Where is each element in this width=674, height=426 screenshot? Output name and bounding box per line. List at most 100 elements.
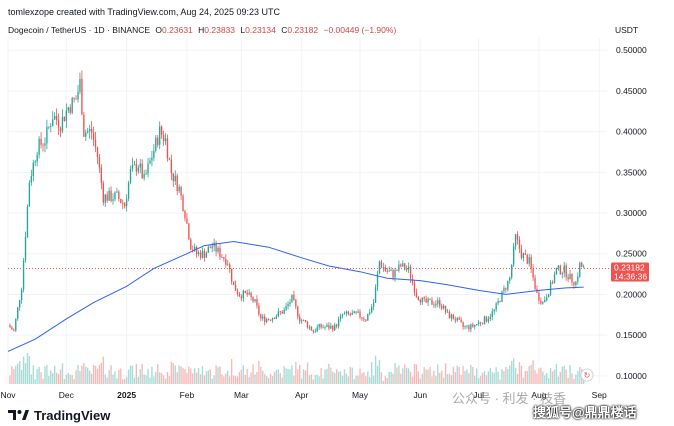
volume-bar (157, 364, 159, 384)
volume-bar (262, 370, 264, 384)
candle-body (489, 316, 491, 320)
candle-body (260, 314, 262, 319)
volume-bar (357, 375, 359, 384)
brand-footer: TradingView (8, 407, 111, 423)
candle-body (370, 306, 373, 313)
volume-bar (151, 366, 153, 384)
volume-bar (188, 366, 190, 384)
candle-body (569, 273, 571, 280)
candle-body (337, 319, 340, 327)
candle-body (581, 262, 583, 267)
time-axis[interactable]: Nov Dec 2025 Feb Mar Apr May Jun Jul Aug Sep (0, 390, 607, 400)
candle-body (417, 296, 420, 300)
candle-body (474, 324, 476, 327)
volume-bar (81, 365, 83, 384)
volume-bar (472, 366, 474, 384)
candle-body (262, 316, 264, 319)
volume-bar (299, 364, 301, 384)
volume-bar (314, 375, 316, 384)
candle-body (361, 317, 363, 319)
candle-body (476, 324, 478, 325)
candle-body (431, 299, 433, 305)
settings-gear-icon[interactable]: ↻ (580, 368, 594, 382)
volume-bar (106, 377, 108, 384)
volume-bar (285, 368, 287, 384)
candle-body (135, 163, 138, 172)
volume-bar (462, 366, 464, 384)
volume-bar (153, 376, 155, 384)
volume-bar (15, 365, 17, 384)
candle-body (433, 304, 435, 306)
volume-bar (563, 365, 565, 384)
candle-body (234, 284, 237, 291)
volume-bar (378, 360, 381, 384)
candle-body (246, 292, 248, 295)
chart-credit: tomlexzope created with TradingView.com,… (8, 7, 280, 17)
candle-body (238, 293, 241, 297)
volume-bar (244, 374, 246, 384)
candle-body (225, 259, 227, 265)
candle-body (561, 272, 563, 275)
candle-body (9, 325, 11, 328)
candle-body (104, 194, 106, 203)
volume-bar (166, 371, 169, 384)
volume-bar (551, 371, 554, 384)
volume-bar (411, 376, 414, 384)
volume-bar (110, 365, 112, 384)
price-axis[interactable]: 0.50000 0.45000 0.40000 0.35000 0.30000 0.250… (616, 45, 647, 381)
candle-body (71, 97, 73, 113)
x-tick-label: 2025 (117, 390, 136, 400)
candle-body (394, 269, 396, 278)
volume-bar (293, 375, 295, 384)
volume-bar (528, 365, 530, 384)
volume-bar (427, 369, 429, 384)
volume-bar (441, 370, 443, 384)
candle-body (24, 237, 27, 261)
candle-body (534, 277, 536, 289)
volume-bar (423, 367, 425, 384)
candle-body (194, 246, 196, 251)
candle-body (207, 247, 209, 253)
volume-bar (499, 379, 501, 384)
volume-bar (195, 372, 198, 384)
candle-body (264, 316, 266, 323)
candle-body (279, 311, 281, 313)
candle-body (229, 264, 231, 269)
candle-body (223, 257, 225, 260)
volume-bar (518, 362, 521, 384)
candle-body (563, 265, 565, 273)
candle-body (300, 320, 303, 322)
candle-body (127, 182, 130, 199)
volume-bar (147, 368, 149, 384)
tradingview-brand: TradingView (34, 407, 111, 423)
volume-bar (452, 366, 455, 384)
volume-bar (112, 374, 114, 384)
volume-bar (217, 367, 219, 384)
volume-bar (83, 363, 85, 384)
candle-body (11, 327, 13, 330)
candle-body (571, 273, 573, 283)
volume-bar (133, 377, 136, 384)
volume-bars (9, 352, 585, 384)
volume-bar (108, 370, 110, 384)
candle-body (444, 305, 447, 313)
volume-bar (213, 375, 215, 384)
candle-body (324, 326, 326, 328)
candle-body (372, 302, 375, 307)
volume-bar (271, 376, 274, 384)
volume-bar (304, 370, 307, 384)
volume-bar (509, 365, 511, 384)
volume-bar (219, 366, 221, 384)
candle-body (159, 126, 161, 145)
candle-body (240, 296, 243, 299)
volume-bar (520, 365, 523, 384)
volume-bar (122, 379, 124, 384)
candle-body (53, 115, 56, 120)
candle-body (141, 163, 143, 179)
candle-body (582, 266, 585, 268)
candle-body (92, 132, 95, 140)
candle-body (464, 326, 466, 327)
volume-bar (184, 369, 186, 384)
volume-bar (530, 364, 532, 384)
